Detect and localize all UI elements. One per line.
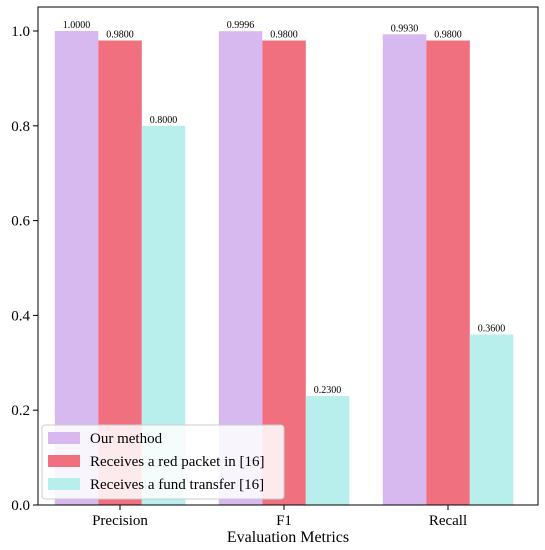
- data-label: 0.9800: [106, 30, 134, 41]
- bar: [426, 40, 470, 505]
- data-label: 0.9996: [227, 20, 255, 31]
- legend-swatch: [48, 478, 80, 490]
- y-axis: 0.0 0.2 0.4 0.6 0.8 1.0: [11, 24, 38, 514]
- y-tick-label: 0.8: [11, 119, 30, 135]
- bar: [305, 396, 350, 505]
- x-tick-label: F1: [276, 513, 292, 529]
- data-label: 0.8000: [150, 115, 178, 126]
- plot-frame: [37, 6, 539, 506]
- bar: [469, 334, 514, 505]
- legend: Our method Receives a red packet in [16] R…: [41, 424, 285, 500]
- data-labels-layer: 1.0000 0.9800 0.8000 0.9996 0.9800 0.2300 0.99…: [63, 20, 506, 396]
- legend-entry: Our method: [90, 431, 163, 447]
- x-tick-label: Precision: [92, 513, 148, 529]
- legend-box: [41, 424, 285, 500]
- legend-entry: Receives a fund transfer [16]: [90, 477, 264, 493]
- y-tick-label: 0.4: [11, 308, 30, 324]
- x-axis: Precision F1 Recall: [92, 505, 467, 529]
- legend-entry: Receives a red packet in [16]: [90, 454, 265, 470]
- x-axis-title: Evaluation Metrics: [227, 529, 349, 546]
- data-label: 0.3600: [478, 323, 506, 334]
- data-label: 0.9930: [391, 23, 419, 34]
- y-tick-label: 1.0: [11, 24, 30, 40]
- data-label: 0.9800: [434, 30, 462, 41]
- data-label: 0.2300: [314, 385, 342, 396]
- legend-swatch: [48, 432, 80, 444]
- bar: [382, 34, 427, 506]
- y-tick-label: 0.0: [11, 498, 30, 514]
- y-tick-label: 0.6: [11, 214, 30, 230]
- legend-swatch: [48, 455, 80, 467]
- x-tick-label: Recall: [429, 513, 467, 529]
- data-label: 1.0000: [63, 20, 91, 31]
- y-tick-label: 0.2: [11, 403, 30, 419]
- data-label: 0.9800: [270, 30, 298, 41]
